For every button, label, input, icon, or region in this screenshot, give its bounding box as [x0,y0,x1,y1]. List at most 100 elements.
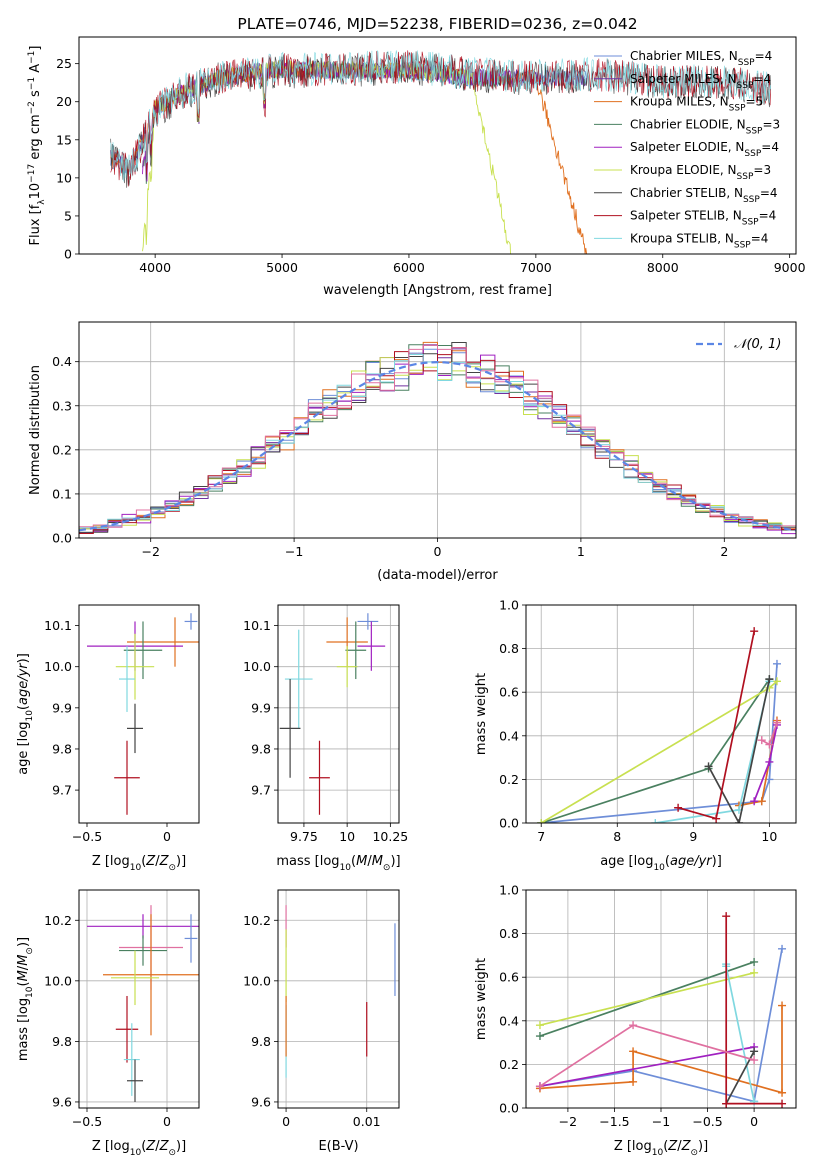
y-tick-label: 10.0 [243,659,271,674]
x-tick-label: 6000 [393,260,425,275]
x-tick-label: 7 [537,829,545,844]
y-tick-label: 0.0 [499,1101,519,1116]
x-tick-label: −2 [559,1114,577,1129]
x-axis-label: mass [log10(M/M⊙)] [276,854,400,873]
x-tick-label: −1.5 [599,1114,629,1129]
histogram-step [79,354,796,529]
x-tick-label: −0.5 [72,1114,102,1129]
x-tick-label: −0.5 [72,829,102,844]
weight-line [539,1046,755,1088]
y-tick-label: 9.8 [251,741,271,756]
plot-area [87,905,199,1102]
y-tick-label: 0.2 [499,772,519,787]
axes-weight-vs-z: −2 −1.5 −1 −0.5 0 0.0 0.2 0.4 0.6 0.8 1.0 Z [log10(… [474,883,797,1158]
point-marker [535,1021,544,1030]
legend-entry: Chabrier ELODIE, NSSP=3 [630,117,780,136]
point-marker [629,1047,638,1056]
y-tick-label: 0.0 [52,531,72,546]
point-marker [765,740,774,749]
point-marker [712,814,721,823]
plot-area [279,613,386,815]
y-tick-label: 0 [64,247,72,262]
legend-entry: Kroupa MILES, NSSP=5 [630,95,763,114]
legend-entry: 𝒩(0, 1) [734,337,781,352]
y-tick-label: 10.2 [243,913,271,928]
x-tick-label: 1 [577,544,585,559]
x-axis-label: Z [log10(Z/Z⊙)] [92,854,186,873]
point-marker [750,627,759,636]
series-line [142,60,511,254]
legend-entry: Chabrier MILES, NSSP=4 [630,49,772,68]
y-tick-label: 0.4 [499,728,519,743]
y-axis-label: mass weight [474,673,489,755]
y-axis-label: mass [log10(M/M⊙)] [16,937,35,1061]
point-marker [778,1099,787,1108]
point-marker [535,1082,544,1091]
x-tick-label: 2 [720,544,728,559]
axes-frame [78,604,200,824]
y-axis-label: mass weight [474,958,489,1040]
point-marker [537,819,546,823]
x-tick-label: 7000 [520,260,552,275]
y-tick-label: 10.0 [243,973,271,988]
plot-area [87,613,199,815]
point-marker [651,819,660,823]
y-tick-label: 10 [56,170,72,185]
weight-line [541,663,778,823]
plot-area [110,50,771,254]
point-marker [778,1001,787,1010]
x-tick-label: −1 [652,1114,670,1129]
y-tick-label: 1.0 [499,883,519,898]
point-marker [765,757,774,766]
y-tick-label: 9.7 [52,783,72,798]
point-marker [765,675,774,684]
plot-area [535,912,787,1108]
point-marker [750,957,759,966]
x-tick-label: −1 [285,544,303,559]
y-tick-label: 10.2 [44,913,72,928]
legend-entry: Salpeter STELIB, NSSP=4 [630,209,776,228]
y-tick-label: 9.9 [251,700,271,715]
point-marker [629,1077,638,1086]
y-tick-label: 9.8 [251,1034,271,1049]
x-tick-label: 5000 [266,260,298,275]
x-tick-label: 8 [613,829,621,844]
axes-frame [525,604,797,824]
normal-curve [79,360,796,532]
y-tick-label: 0.8 [499,926,519,941]
y-axis-label: age [log10(age/yr)] [16,653,35,775]
y-tick-label: 0.4 [499,1013,519,1028]
x-tick-label: 9 [689,829,697,844]
x-axis-label: Z [log10(Z/Z⊙)] [92,1139,186,1158]
x-tick-label: 9.75 [290,829,318,844]
legend-entry: Salpeter ELODIE, NSSP=4 [630,140,779,159]
axes-weight-vs-age: 7 8 9 10 0.0 0.2 0.4 0.6 0.8 1.0 age [log10(age/yr… [474,598,797,873]
point-marker [722,1099,731,1108]
axes-mass-vs-ebv: 0 0.01 9.6 9.8 10.0 10.2 E(B-V) [243,889,400,1154]
point-marker [772,677,781,686]
weight-line [539,948,783,1103]
x-tick-label: 0 [163,829,171,844]
y-tick-label: 0.2 [52,442,72,457]
x-tick-label: 0 [282,1114,290,1129]
x-tick-label: 10.25 [372,829,408,844]
y-tick-label: 15 [56,132,72,147]
axes-mass-vs-z: −0.5 0 9.6 9.8 10.0 10.2 Z [log10(Z/Z⊙)] mass [… [16,889,200,1158]
weight-line [539,971,755,1027]
point-marker [757,736,766,745]
x-tick-label: 8000 [647,260,679,275]
histogram-step [79,344,796,528]
x-tick-label: −2 [141,544,159,559]
x-axis-label: Z [log10(Z/Z⊙)] [614,1139,708,1158]
y-tick-label: 9.6 [251,1094,271,1109]
point-marker [778,944,787,953]
axes-age-vs-z: −0.5 0 9.7 9.8 9.9 10.0 10.1 Z [log10(Z/Z⊙)] age… [16,604,200,873]
point-marker [674,803,683,812]
x-tick-label: 0 [434,544,442,559]
x-tick-label: 0 [750,1114,758,1129]
point-marker [772,718,781,727]
point-marker [535,1032,544,1041]
series-line [110,50,771,182]
point-marker [734,819,743,823]
